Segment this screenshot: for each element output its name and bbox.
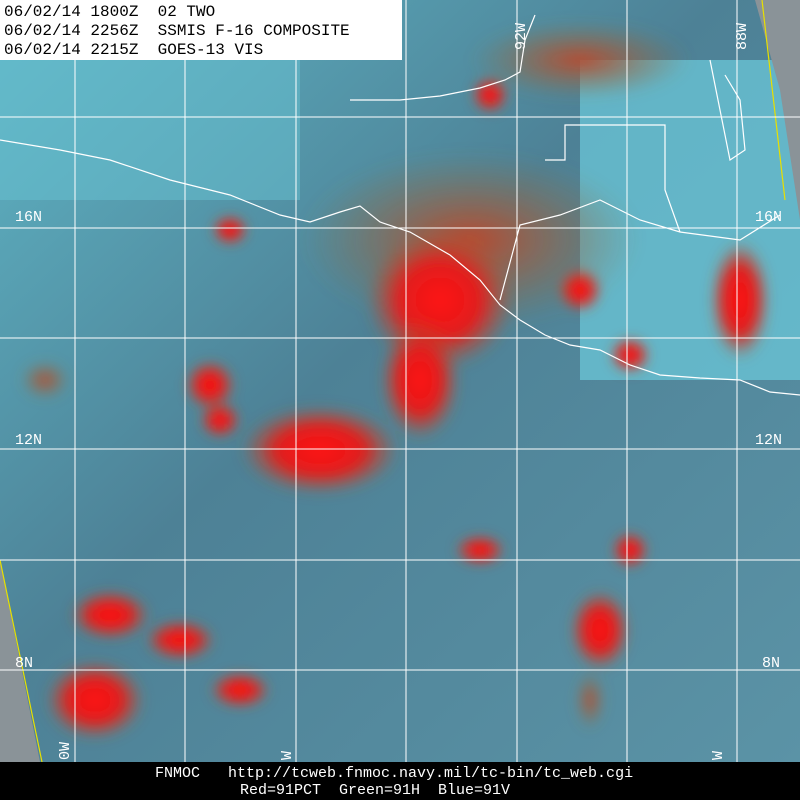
footer-source: FNMOC: [155, 765, 200, 782]
lat-label: 12N: [15, 432, 42, 449]
coastlines: [0, 14, 800, 396]
imagery: [0, 0, 800, 763]
lat-label: 8N: [15, 655, 33, 672]
lon-label: 0W: [57, 742, 74, 760]
lat-label: 16N: [755, 209, 782, 226]
footer-box: [0, 762, 800, 800]
header-line: 06/02/14 2215Z GOES-13 VIS: [4, 41, 263, 59]
lon-label: 88W: [734, 23, 751, 50]
footer-channels: Red=91PCT Green=91H Blue=91V: [240, 782, 510, 799]
lon-label: 92W: [513, 23, 530, 50]
lat-label: 16N: [15, 209, 42, 226]
lat-lon-grid: [0, 0, 800, 762]
header-box: [0, 0, 402, 60]
header-line: 06/02/14 2256Z SSMIS F-16 COMPOSITE: [4, 22, 350, 40]
lon-label: W: [710, 751, 727, 760]
footer-url: http://tcweb.fnmoc.navy.mil/tc-bin/tc_we…: [228, 765, 633, 782]
lon-label: W: [279, 751, 296, 760]
header-line: 06/02/14 1800Z 02 TWO: [4, 3, 215, 21]
lat-label: 12N: [755, 432, 782, 449]
lat-label: 8N: [762, 655, 780, 672]
